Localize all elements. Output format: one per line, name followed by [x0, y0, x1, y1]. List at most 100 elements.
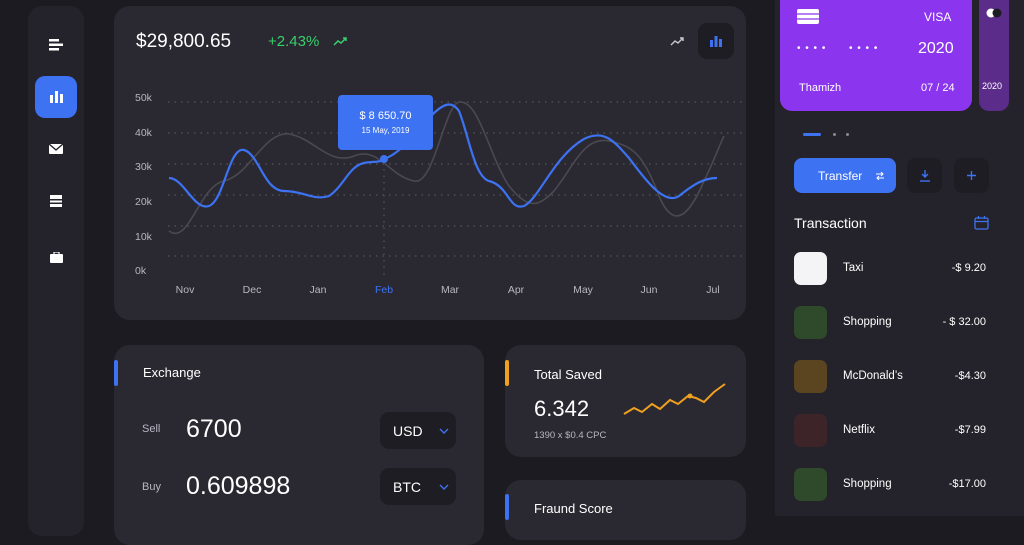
wallet-icon	[49, 251, 63, 263]
y-tick: 10k	[135, 231, 152, 243]
transaction-icon	[794, 414, 827, 447]
sidebar-item-mail[interactable]	[35, 128, 77, 170]
y-tick: 0k	[135, 265, 147, 277]
tooltip-date: 15 May, 2019	[361, 126, 410, 135]
exchange-accent	[114, 360, 118, 386]
bar-chart-icon	[710, 35, 722, 47]
saved-sparkline	[623, 383, 726, 415]
chart-plot	[168, 101, 744, 276]
download-icon	[919, 170, 930, 182]
line-chart-toggle[interactable]	[659, 23, 695, 59]
saved-accent	[505, 360, 509, 386]
line-chart-icon	[670, 37, 684, 46]
x-tick: Jan	[309, 284, 327, 296]
carousel-dot-active[interactable]	[803, 133, 821, 136]
card-number: 2020	[918, 40, 954, 57]
saved-value: 6.342	[534, 396, 590, 421]
exchange-title: Exchange	[143, 365, 201, 380]
fraud-accent	[505, 494, 509, 520]
card-brand-icon	[986, 8, 1002, 18]
card-dots: • • • •	[849, 43, 879, 54]
y-tick: 30k	[135, 161, 152, 173]
fraud-score-card: Fraund Score	[505, 480, 746, 540]
card-holder: Thamizh	[799, 82, 842, 94]
carousel-dot[interactable]	[833, 133, 836, 136]
transactions-title: Transaction	[794, 215, 867, 231]
transaction-amount: -$4.30	[954, 370, 986, 382]
x-tick: Nov	[175, 284, 195, 296]
transfer-label: Transfer	[818, 168, 863, 183]
transaction-row[interactable]: Taxi -$ 9.20	[794, 252, 994, 286]
transaction-row[interactable]: Shopping -$17.00	[794, 468, 994, 502]
x-tick: May	[573, 284, 593, 296]
transaction-name: Netflix	[843, 424, 875, 436]
saved-subtext: 1390 x $0.4 CPC	[534, 430, 607, 441]
sidebar-item-inbox[interactable]	[35, 180, 77, 222]
plus-icon	[967, 171, 976, 180]
buy-amount[interactable]: 0.609898	[186, 472, 291, 500]
sidebar-item-menu[interactable]	[35, 24, 77, 66]
transaction-name: Shopping	[843, 316, 892, 328]
fraud-title: Fraund Score	[534, 501, 613, 516]
card-brand: VISA	[924, 10, 952, 24]
transaction-icon	[794, 468, 827, 501]
x-tick-active: Feb	[374, 284, 394, 296]
bar-chart-toggle[interactable]	[698, 23, 734, 59]
card-dots: • • • •	[797, 43, 827, 54]
transaction-icon	[794, 360, 827, 393]
sidebar-item-wallet[interactable]	[35, 236, 77, 278]
transaction-row[interactable]: Shopping - $ 32.00	[794, 306, 994, 340]
change-percent: +2.43%	[268, 33, 320, 50]
carousel-dot[interactable]	[846, 133, 849, 136]
transfer-button[interactable]: Transfer	[794, 158, 896, 193]
saved-title: Total Saved	[534, 367, 602, 382]
chart-tooltip: $ 8 650.70 15 May, 2019	[338, 95, 433, 150]
calendar-icon[interactable]	[974, 216, 989, 230]
balance-change: +2.43%	[268, 33, 348, 50]
trend-up-icon	[333, 37, 348, 46]
transaction-amount: -$7.99	[954, 424, 986, 436]
y-tick: 20k	[135, 196, 152, 208]
transaction-amount: - $ 32.00	[942, 316, 986, 328]
sidebar	[28, 6, 84, 536]
sell-currency-select[interactable]: USD	[380, 412, 456, 449]
x-tick: Jun	[640, 284, 658, 296]
chevron-down-icon	[439, 428, 449, 434]
transaction-name: Shopping	[843, 478, 892, 490]
transaction-icon	[794, 306, 827, 339]
transaction-name: McDonald’s	[843, 370, 903, 382]
buy-currency-select[interactable]: BTC	[380, 468, 456, 505]
transaction-amount: -$17.00	[948, 478, 986, 490]
exchange-card: Exchange Sell 6700 USD Buy 0.609898 BTC	[114, 345, 484, 545]
x-tick: Mar	[440, 284, 460, 296]
sell-amount[interactable]: 6700	[186, 415, 242, 443]
tooltip-value: $ 8 650.70	[359, 110, 412, 122]
inbox-icon	[50, 195, 62, 207]
buy-currency: BTC	[393, 478, 421, 495]
transaction-row[interactable]: Netflix -$7.99	[794, 414, 994, 448]
buy-label: Buy	[142, 481, 161, 493]
card-chip-icon	[797, 9, 819, 24]
chevron-down-icon	[439, 484, 449, 490]
transaction-name: Taxi	[843, 262, 864, 274]
sidebar-item-chart[interactable]	[35, 76, 77, 118]
x-tick: Dec	[242, 284, 262, 296]
chart-icon	[49, 91, 63, 103]
next-credit-card[interactable]: 2020	[979, 0, 1009, 111]
card-expiry: 07 / 24	[921, 82, 955, 94]
transaction-amount: -$ 9.20	[951, 262, 986, 274]
swap-icon	[876, 171, 885, 180]
download-button[interactable]	[907, 158, 942, 193]
y-tick: 50k	[135, 92, 152, 104]
credit-card[interactable]: VISA • • • • • • • • 2020 Thamizh 07 / 2…	[780, 0, 972, 111]
sell-label: Sell	[142, 423, 161, 435]
add-button[interactable]	[954, 158, 989, 193]
total-saved-card: Total Saved 6.342 1390 x $0.4 CPC	[505, 345, 746, 457]
x-tick: Apr	[507, 284, 525, 296]
transaction-icon	[794, 252, 827, 285]
sell-currency: USD	[393, 422, 423, 439]
menu-icon	[49, 39, 63, 51]
transaction-row[interactable]: McDonald’s -$4.30	[794, 360, 994, 394]
balance-chart-card: $29,800.65 +2.43% 50k 40k 30k 20k 10k 0k…	[114, 6, 746, 320]
y-tick: 40k	[135, 127, 152, 139]
